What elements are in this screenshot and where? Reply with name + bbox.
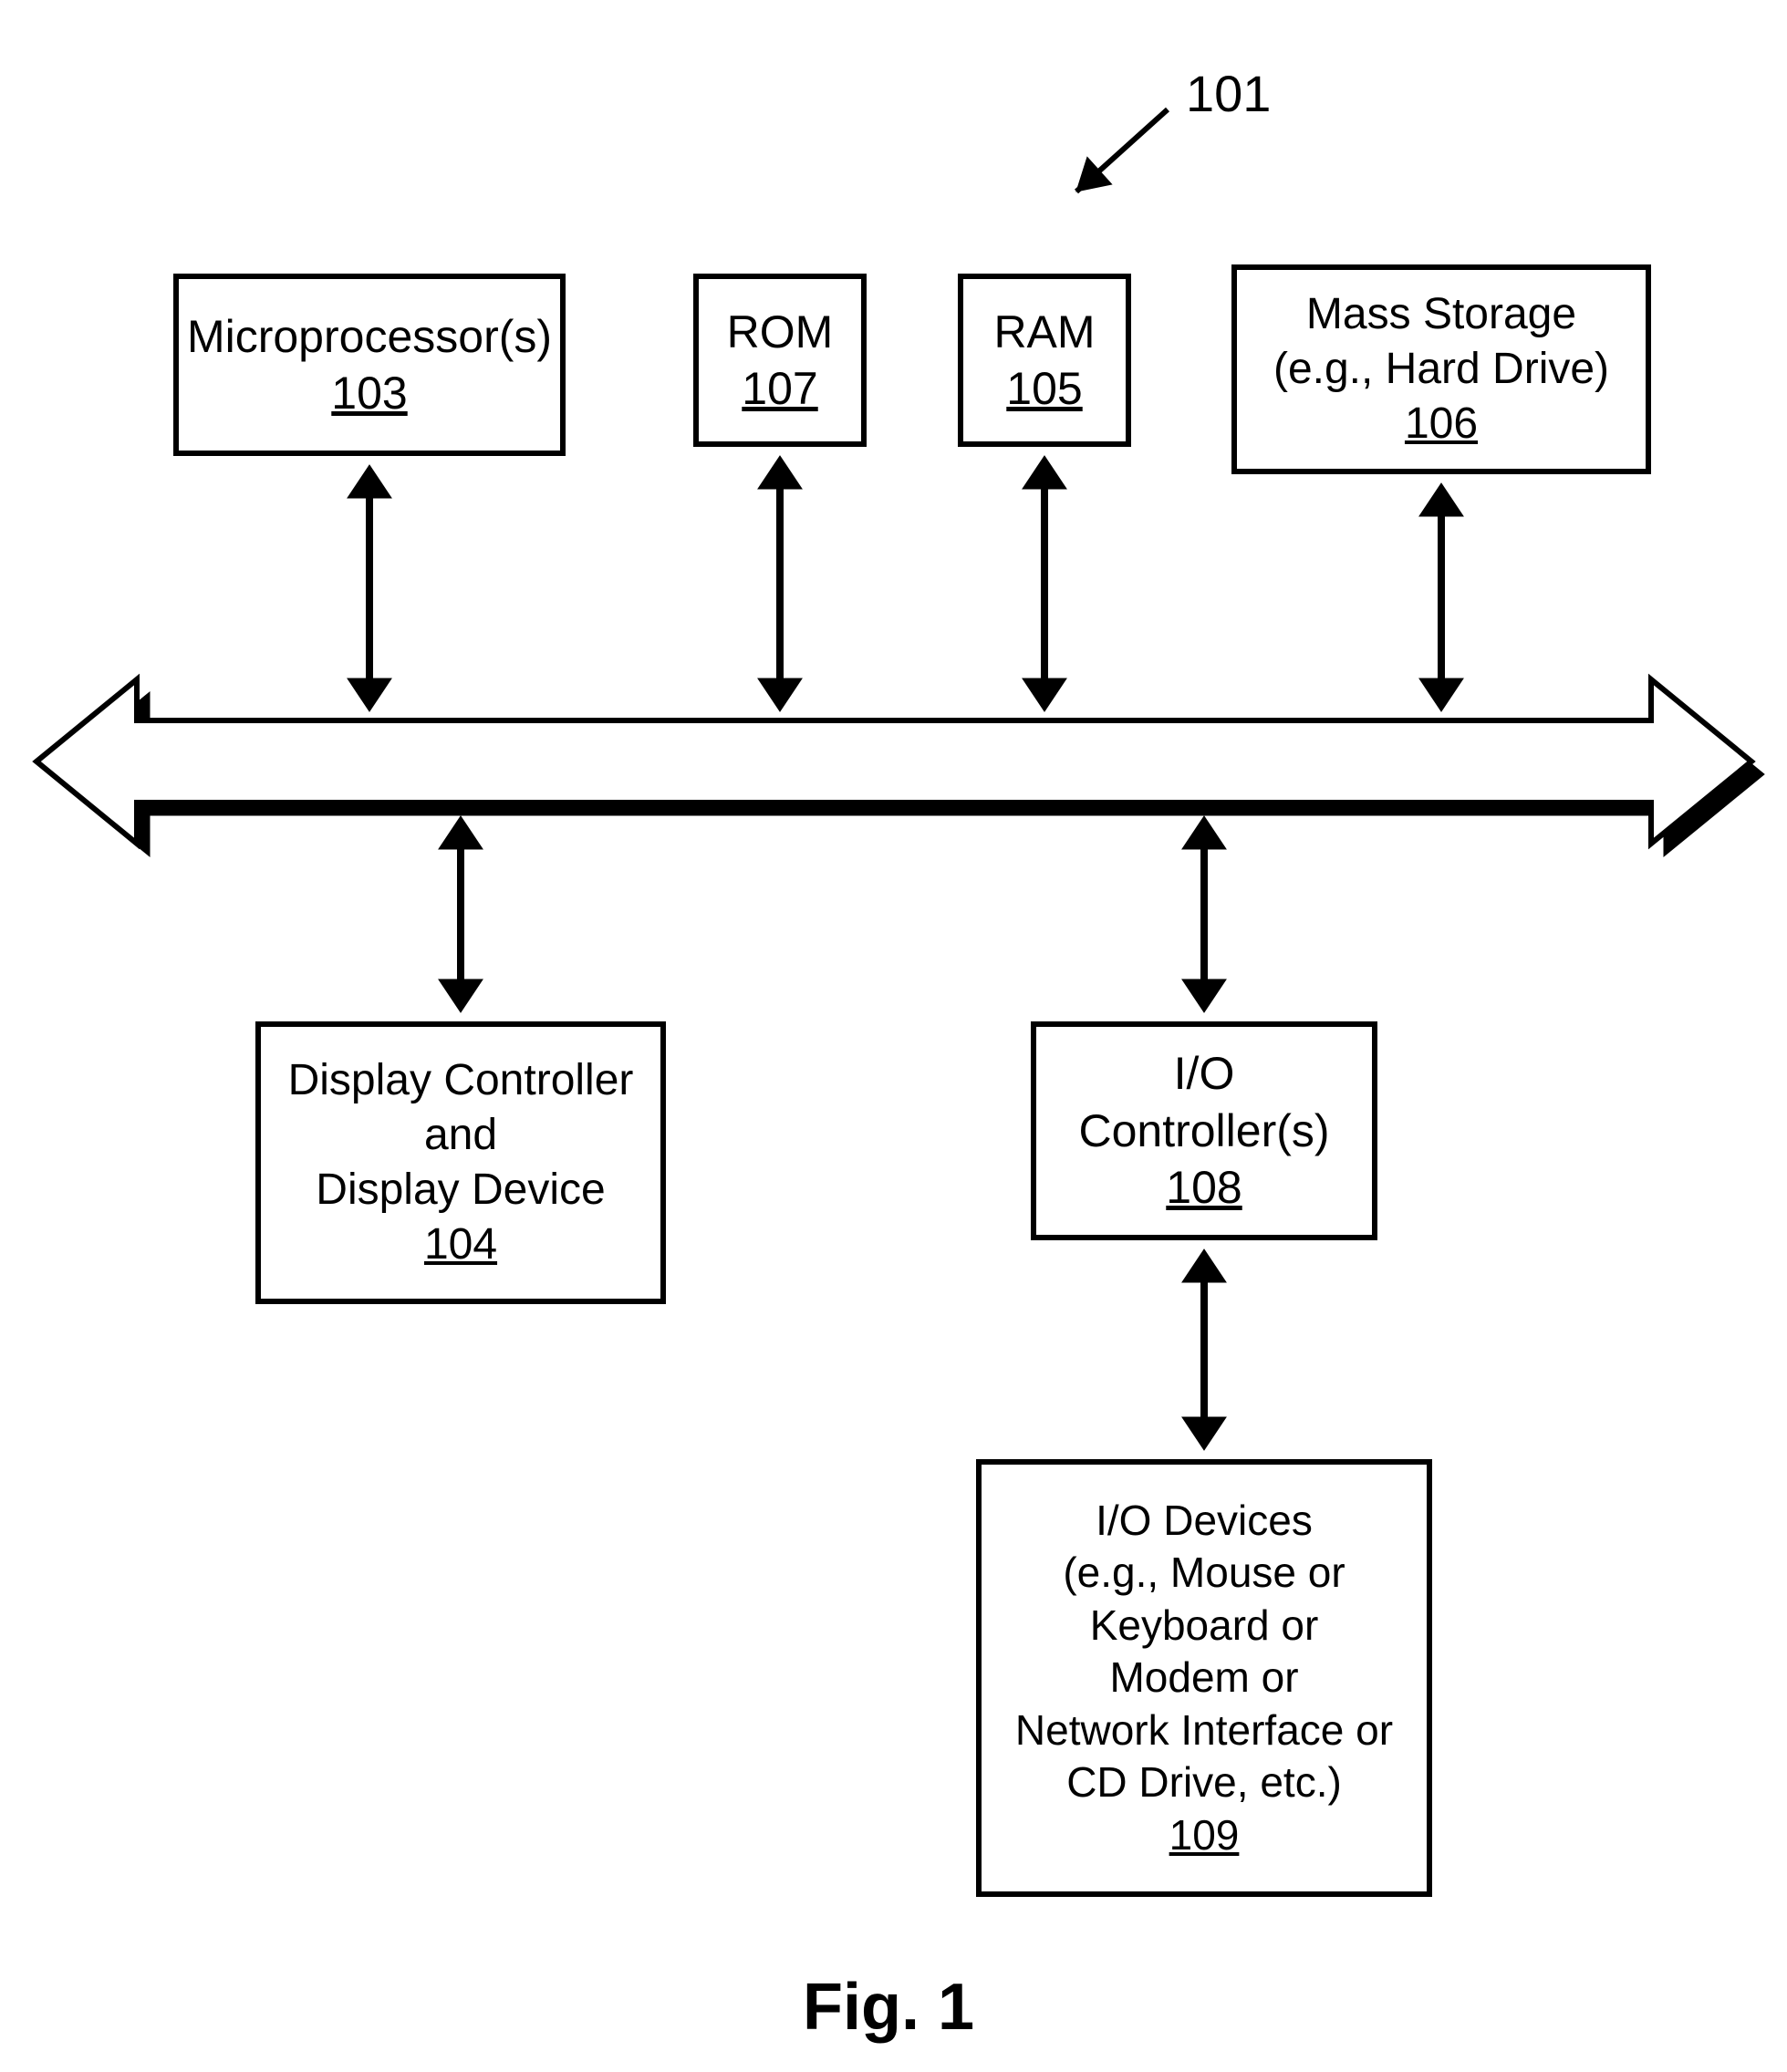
box-line: I/O Devices <box>1096 1495 1313 1548</box>
box-line: ROM <box>727 304 834 361</box>
box-ref: 105 <box>1006 360 1082 418</box>
box-ref: 107 <box>742 360 817 418</box>
box-line: (e.g., Mouse or <box>1063 1547 1345 1600</box>
diagram-canvas: 101 Bus(es) 102 Microprocessor(s)103 ROM… <box>0 0 1787 2072</box>
box-mass-storage: Mass Storage(e.g., Hard Drive)106 <box>1231 264 1651 474</box>
box-io-devices: I/O Devices(e.g., Mouse orKeyboard orMod… <box>976 1459 1432 1897</box>
box-ref: 109 <box>1169 1809 1240 1862</box>
box-ram: RAM105 <box>958 274 1131 447</box>
box-line: RAM <box>993 304 1095 361</box>
box-ref: 104 <box>424 1217 497 1272</box>
box-line: Microprocessor(s) <box>187 308 552 366</box>
box-line: Keyboard or <box>1090 1600 1319 1652</box>
ref-101: 101 <box>1186 64 1271 123</box>
box-line: Display Device <box>316 1163 605 1217</box>
bus-ref: 102 <box>660 741 739 794</box>
box-line: and <box>424 1108 497 1163</box>
box-line: (e.g., Hard Drive) <box>1273 342 1609 397</box>
box-ref: 106 <box>1405 397 1478 451</box>
box-ref: 103 <box>331 365 407 422</box>
box-display: Display ControllerandDisplay Device104 <box>255 1021 666 1304</box>
box-ref: 108 <box>1166 1159 1242 1217</box>
bus-label-text: Bus(es) <box>456 741 619 794</box>
box-rom: ROM107 <box>693 274 867 447</box>
box-line: CD Drive, etc.) <box>1066 1756 1342 1809</box>
box-line: Controller(s) <box>1078 1103 1329 1160</box>
box-line: Mass Storage <box>1306 287 1576 342</box>
figure-label: Fig. 1 <box>803 1970 974 2045</box>
box-line: Display Controller <box>288 1053 634 1108</box>
bus-label: Bus(es) 102 <box>456 741 738 795</box>
box-io-controller: I/OController(s)108 <box>1031 1021 1377 1240</box>
box-line: Modem or <box>1109 1652 1298 1704</box>
box-microprocessor: Microprocessor(s)103 <box>173 274 566 456</box>
box-line: Network Interface or <box>1015 1704 1393 1757</box>
box-line: I/O <box>1174 1045 1235 1103</box>
